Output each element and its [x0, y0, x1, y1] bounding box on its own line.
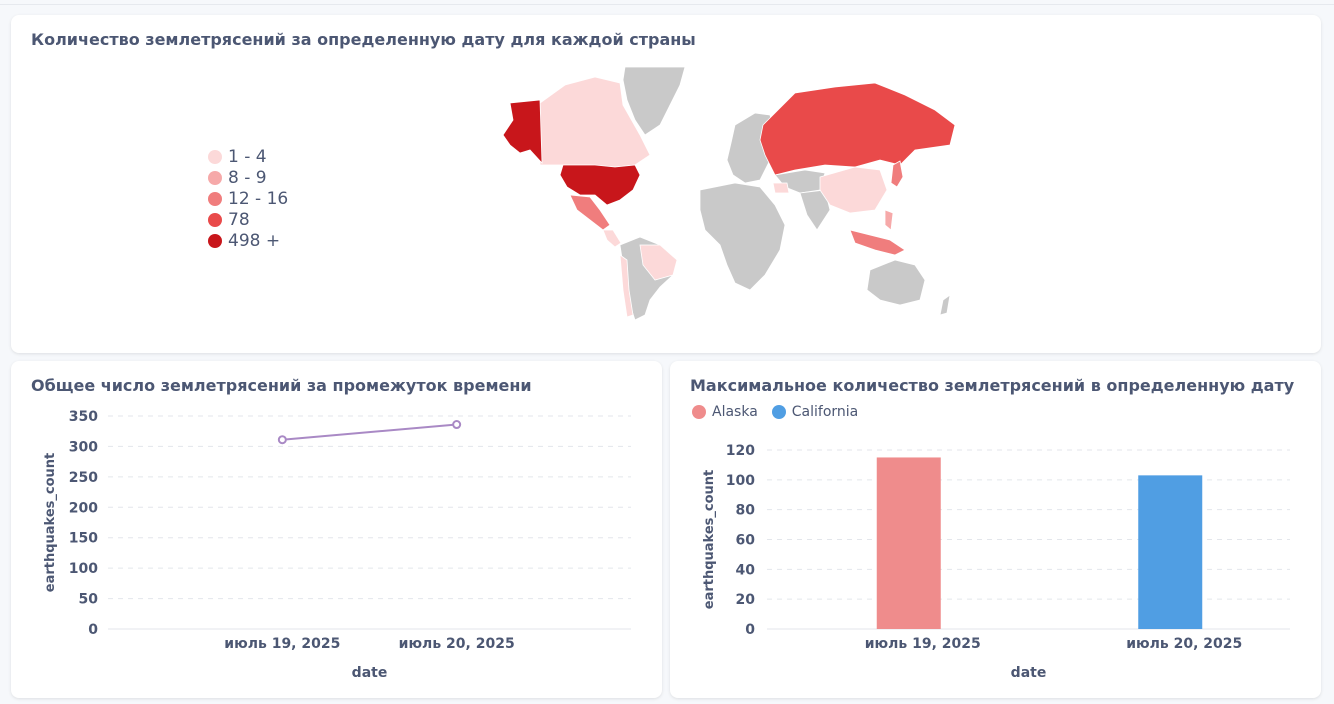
- map-legend-item[interactable]: 498 +: [208, 230, 288, 251]
- legend-swatch: [208, 212, 222, 227]
- country-australia[interactable]: [866, 259, 926, 306]
- x-tick-label: июль 20, 2025: [399, 636, 515, 652]
- map-legend-item[interactable]: 78: [208, 209, 288, 230]
- map-legend-item[interactable]: 1 - 4: [208, 146, 288, 167]
- y-axis-label: earthquakes_count: [43, 453, 58, 593]
- country-central-america[interactable]: [602, 229, 622, 248]
- legend-label: 12 - 16: [228, 188, 289, 209]
- line-chart: 0 50 100 150 200 250 300 350 июль 19, 2025 июль 2…: [43, 409, 631, 681]
- y-tick-label: 20: [736, 592, 756, 608]
- y-tick-label: 100: [69, 561, 98, 577]
- country-turkey[interactable]: [772, 182, 790, 194]
- country-philippines[interactable]: [884, 209, 894, 231]
- bar-chart-legend: Alaska California: [692, 404, 872, 420]
- legend-swatch: [208, 191, 222, 206]
- x-axis-label: date: [1011, 665, 1047, 681]
- country-alaska[interactable]: [502, 99, 543, 165]
- country-russia[interactable]: [759, 82, 955, 176]
- y-tick-label: 80: [736, 503, 756, 519]
- legend-label: 8 - 9: [228, 167, 267, 188]
- legend-swatch: [771, 405, 786, 419]
- legend-label: 498 +: [228, 230, 281, 251]
- country-indonesia[interactable]: [849, 229, 906, 256]
- map-legend-item[interactable]: 8 - 9: [208, 167, 288, 188]
- line-chart-card: Общее число землетрясений за промежуток …: [11, 361, 662, 698]
- x-tick-label: июль 19, 2025: [865, 636, 981, 652]
- y-tick-label: 0: [88, 622, 98, 638]
- country-greenland[interactable]: [622, 66, 686, 136]
- line-chart-title: Общее число землетрясений за промежуток …: [31, 376, 532, 395]
- legend-swatch: [208, 170, 222, 185]
- bar-chart: 0 20 40 60 80 100 120 июль 19, 2025 июль 20, 202…: [702, 443, 1290, 681]
- legend-label: 1 - 4: [228, 146, 267, 167]
- country-japan[interactable]: [890, 160, 904, 188]
- country-new-zealand[interactable]: [939, 294, 951, 316]
- map-legend-item[interactable]: 12 - 16: [208, 188, 288, 209]
- series-line: [282, 423, 457, 441]
- country-brazil[interactable]: [639, 244, 678, 281]
- y-tick-label: 120: [726, 443, 755, 459]
- y-tick-label: 300: [69, 439, 98, 455]
- y-tick-label: 150: [69, 531, 98, 547]
- data-point[interactable]: [452, 420, 462, 430]
- legend-label: 78: [228, 209, 250, 230]
- bar-legend-item[interactable]: Alaska: [692, 404, 758, 420]
- bar-chart-card: Максимальное количество землетрясений в …: [670, 361, 1321, 698]
- country-usa[interactable]: [559, 164, 641, 206]
- y-tick-label: 0: [745, 622, 755, 638]
- y-tick-label: 350: [69, 409, 98, 425]
- y-tick-label: 50: [79, 592, 99, 608]
- data-point[interactable]: [277, 435, 287, 445]
- country-mexico[interactable]: [569, 194, 611, 231]
- world-map[interactable]: [495, 65, 955, 320]
- y-tick-label: 60: [736, 533, 756, 549]
- bar-chart-title: Максимальное количество землетрясений в …: [690, 376, 1295, 395]
- country-china[interactable]: [819, 166, 888, 214]
- x-tick-label: июль 20, 2025: [1126, 636, 1242, 652]
- bar-alaska[interactable]: [876, 457, 941, 629]
- legend-label: California: [791, 404, 859, 420]
- country-africa[interactable]: [699, 182, 786, 291]
- map-card: Количество землетрясений за определенную…: [11, 15, 1321, 353]
- legend-label: Alaska: [712, 404, 758, 420]
- y-tick-label: 200: [69, 500, 98, 516]
- y-axis-label: earthquakes_count: [702, 470, 717, 610]
- top-toolbar-edge: [0, 0, 1334, 5]
- y-tick-label: 100: [726, 473, 755, 489]
- legend-swatch: [208, 233, 222, 248]
- legend-swatch: [208, 149, 222, 164]
- x-axis-label: date: [352, 665, 388, 681]
- country-canada[interactable]: [539, 76, 651, 168]
- bar-legend-item[interactable]: California: [771, 404, 859, 420]
- y-tick-label: 40: [736, 562, 756, 578]
- x-tick-label: июль 19, 2025: [224, 636, 340, 652]
- y-tick-label: 250: [69, 470, 98, 486]
- country-peru-chile[interactable]: [619, 254, 634, 318]
- map-card-title: Количество землетрясений за определенную…: [31, 30, 696, 49]
- legend-swatch: [692, 405, 706, 419]
- bar-california[interactable]: [1138, 475, 1203, 629]
